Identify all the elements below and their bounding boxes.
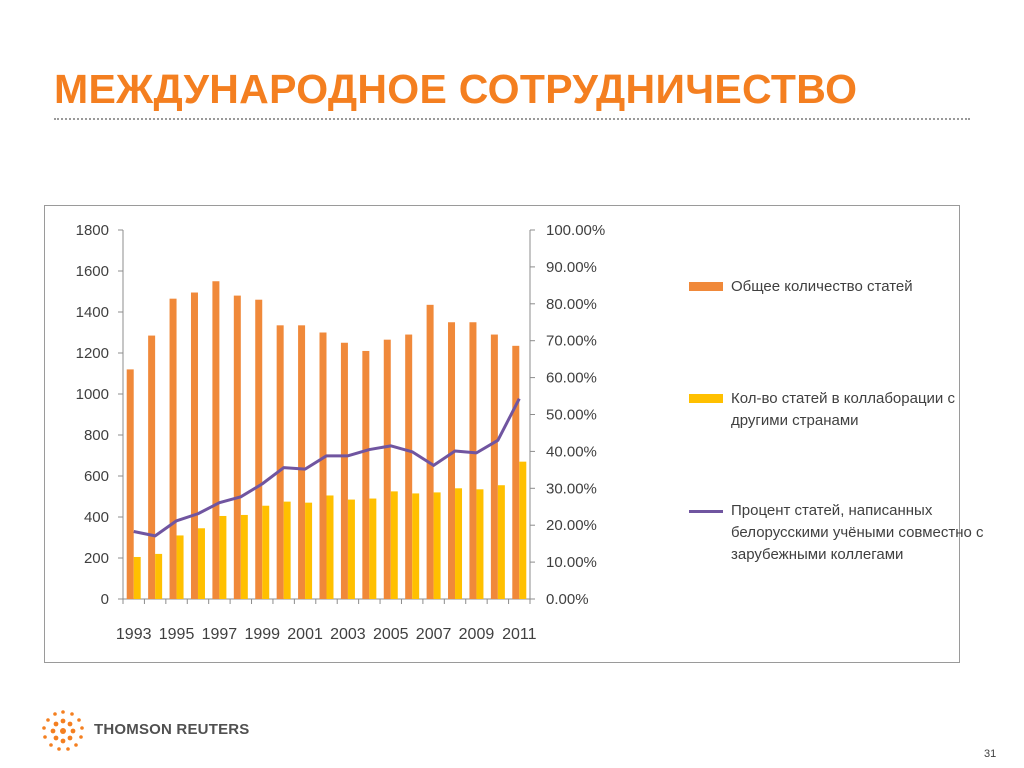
brand-name: THOMSON REUTERS — [94, 721, 250, 738]
x-tick-label: 2001 — [287, 626, 323, 643]
y-tick-label-right: 10.00% — [546, 554, 597, 571]
bar-total-articles — [148, 335, 156, 599]
x-tick-label: 2005 — [373, 626, 409, 643]
bar-total-articles — [383, 339, 391, 599]
bar-collaboration-articles — [240, 514, 248, 599]
y-tick-label-right: 40.00% — [546, 443, 597, 460]
page-number: 31 — [984, 748, 997, 760]
y-tick-label-right: 60.00% — [546, 370, 597, 387]
bar-total-articles — [255, 299, 263, 599]
bar-collaboration-articles — [369, 498, 377, 599]
x-tick-label: 2011 — [502, 626, 537, 643]
x-tick-label: 2009 — [459, 626, 495, 643]
y-tick-label-right: 90.00% — [546, 259, 597, 276]
bar-total-articles — [340, 342, 348, 599]
x-tick-label: 1993 — [116, 626, 152, 643]
x-tick-label: 1997 — [202, 626, 238, 643]
y-tick-label-right: 70.00% — [546, 333, 597, 350]
slide-title: МЕЖДУНАРОДНОЕ СОТРУДНИЧЕСТВО — [54, 66, 858, 112]
chart-plot: 0 200 400 600 800 1000 1200 1400 1600 1800 0.00% 10… — [76, 222, 606, 643]
bar-collaboration-articles — [455, 488, 463, 599]
logo-dots-icon — [42, 710, 84, 751]
bar-collaboration-articles — [497, 485, 505, 599]
bar-collaboration-articles — [155, 553, 163, 599]
line-collaboration-percent — [133, 397, 521, 538]
legend-swatch-collaboration — [689, 394, 723, 403]
bar-collaboration-articles — [326, 495, 334, 599]
bar-total-articles — [233, 295, 241, 599]
bar-total-articles — [169, 298, 177, 599]
y-tick-label-left: 200 — [84, 550, 109, 567]
legend-label-collaboration: Кол-во статей в коллаборации с другими с… — [731, 390, 955, 429]
y-tick-label-left: 0 — [101, 591, 109, 608]
y-tick-label-left: 400 — [84, 509, 109, 526]
bar-total-articles — [298, 325, 306, 599]
bar-collaboration-articles — [476, 489, 484, 599]
chart-frame: 0 200 400 600 800 1000 1200 1400 1600 1800 0.00% 10… — [44, 205, 984, 663]
bar-collaboration-articles — [433, 492, 441, 599]
y-tick-label-right: 20.00% — [546, 517, 597, 534]
x-tick-label: 1995 — [159, 626, 195, 643]
y-tick-label-left: 1000 — [76, 386, 109, 403]
legend-swatch-total — [689, 282, 723, 291]
bar-collaboration-articles — [133, 556, 141, 599]
bar-total-articles — [212, 281, 220, 599]
bar-collaboration-articles — [519, 461, 527, 599]
bar-collaboration-articles — [347, 499, 355, 599]
bar-total-articles — [469, 322, 477, 599]
bar-total-articles — [126, 369, 134, 599]
y-tick-label-left: 1600 — [76, 263, 109, 280]
bar-total-articles — [512, 345, 520, 599]
bar-total-articles — [190, 292, 198, 599]
legend-label-total: Общее количество статей — [731, 278, 913, 295]
y-tick-label-right: 100.00% — [546, 222, 605, 239]
bar-total-articles — [426, 304, 434, 599]
y-tick-label-left: 600 — [84, 468, 109, 485]
thomson-reuters-logo: THOMSON REUTERS — [40, 708, 249, 751]
bar-total-articles — [319, 332, 327, 599]
bar-total-articles — [362, 350, 370, 599]
bar-collaboration-articles — [197, 528, 205, 599]
title-divider — [54, 118, 970, 120]
bar-total-articles — [405, 334, 413, 599]
y-tick-label-right: 0.00% — [546, 591, 589, 608]
bar-collaboration-articles — [219, 515, 227, 599]
bar-collaboration-articles — [412, 493, 420, 599]
bar-collaboration-articles — [390, 491, 398, 599]
y-tick-label-left: 800 — [84, 427, 109, 444]
bar-total-articles — [448, 322, 456, 599]
x-tick-label: 1999 — [244, 626, 280, 643]
bar-collaboration-articles — [262, 505, 270, 599]
x-tick-label: 2003 — [330, 626, 366, 643]
y-tick-label-right: 50.00% — [546, 407, 597, 424]
y-tick-label-left: 1800 — [76, 222, 109, 239]
y-tick-label-left: 1400 — [76, 304, 109, 321]
legend-swatch-percent — [689, 510, 723, 513]
bar-total-articles — [276, 325, 284, 599]
x-tick-label: 2007 — [416, 626, 452, 643]
y-tick-label-left: 1200 — [76, 345, 109, 362]
bar-collaboration-articles — [176, 535, 184, 599]
bar-collaboration-articles — [305, 502, 313, 599]
y-tick-label-right: 80.00% — [546, 296, 597, 313]
legend-label-percent: Процент статей, написанных белорусскими … — [731, 502, 984, 563]
bar-total-articles — [490, 334, 498, 599]
bar-collaboration-articles — [283, 501, 291, 599]
y-tick-label-right: 30.00% — [546, 480, 597, 497]
